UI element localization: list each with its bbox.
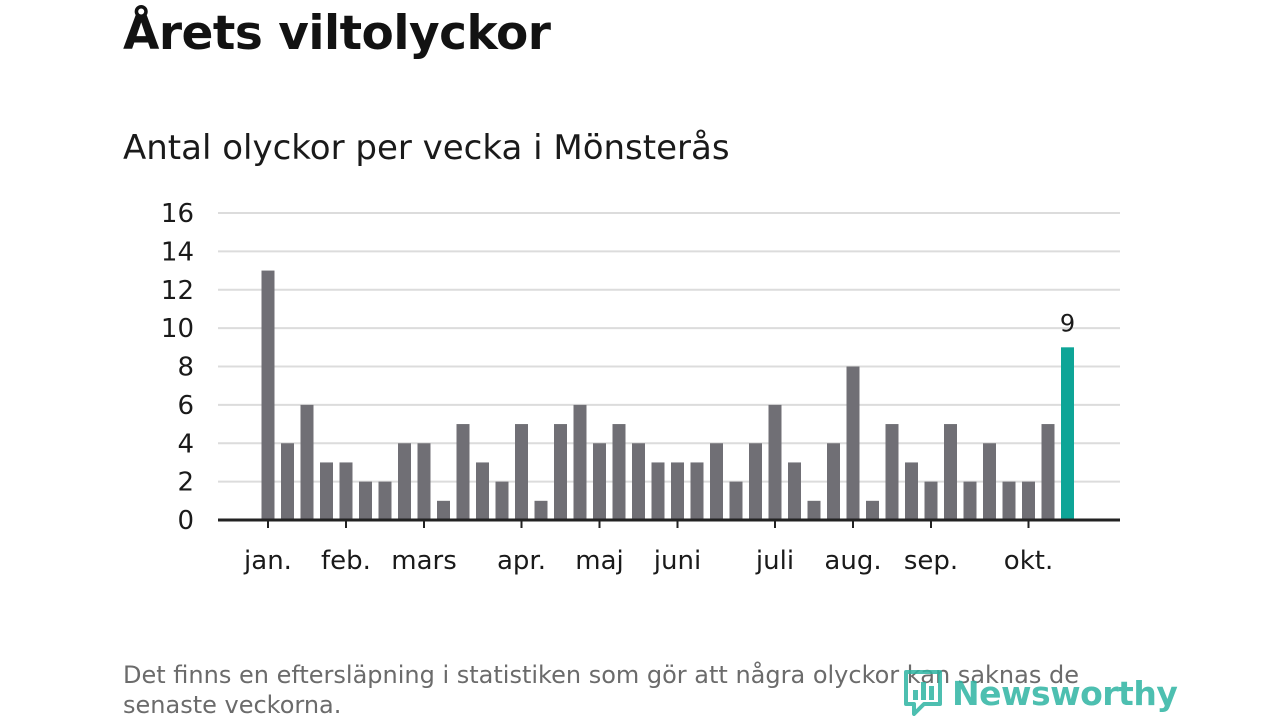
- bar: [963, 481, 977, 520]
- bar: [437, 500, 450, 520]
- bar: [612, 424, 626, 520]
- bar: [495, 481, 509, 520]
- annotations: 9: [1060, 309, 1075, 337]
- bar: [710, 443, 723, 520]
- bars: [261, 270, 1074, 520]
- bar-highlight: [1061, 347, 1074, 520]
- bar: [651, 462, 665, 520]
- y-tick-label: 0: [177, 506, 194, 536]
- bar: [417, 443, 431, 520]
- y-tick-label: 12: [161, 276, 194, 306]
- bar: [534, 500, 548, 520]
- x-axis-month-labels: jan. feb. mars apr. maj juni juli aug. sep. okt.: [243, 546, 1053, 576]
- x-tick-label: juli: [755, 546, 794, 576]
- bar: [729, 481, 743, 520]
- bar: [515, 424, 528, 520]
- bar: [788, 462, 801, 520]
- bar: [749, 443, 762, 520]
- y-tick-label: 16: [161, 199, 194, 229]
- chart-subtitle: Antal olyckor per vecka i Mönsterås: [123, 128, 730, 168]
- bar: [378, 481, 392, 520]
- bar: [768, 404, 782, 520]
- bar: [456, 424, 470, 520]
- bar: [924, 481, 938, 520]
- bar: [866, 500, 879, 520]
- bar: [1022, 481, 1035, 520]
- x-tick-label: mars: [391, 546, 457, 576]
- gridlines: [218, 212, 1120, 483]
- x-tick-label: apr.: [497, 546, 546, 576]
- chart-title: Årets viltolyckor: [123, 6, 551, 61]
- bar: [339, 462, 353, 520]
- x-tick-label: okt.: [1004, 546, 1053, 576]
- bar: [827, 443, 840, 520]
- x-tick-label: feb.: [321, 546, 371, 576]
- y-tick-label: 8: [177, 353, 194, 383]
- bar: [846, 366, 860, 520]
- bar: [300, 404, 314, 520]
- x-tick-label: jan.: [243, 546, 292, 576]
- bar: [632, 443, 645, 520]
- bar: [320, 462, 333, 520]
- x-axis: [218, 518, 1120, 528]
- y-tick-label: 2: [177, 468, 194, 498]
- bar: [554, 424, 567, 520]
- y-tick-label: 6: [177, 391, 194, 421]
- bar: [261, 270, 275, 520]
- bar: [983, 443, 996, 520]
- bar: [1002, 481, 1016, 520]
- bar: [944, 424, 957, 520]
- x-tick-label: aug.: [824, 546, 881, 576]
- y-axis-ticks: 0 2 4 6 8 10 12 14 16: [161, 199, 194, 536]
- bar: [573, 404, 587, 520]
- bar-chart: 0 2 4 6 8 10 12 14 16 jan. feb. mars apr. maj juni jul…: [161, 199, 1120, 576]
- bar: [671, 462, 684, 520]
- bar: [359, 481, 372, 520]
- data-label-highlight: 9: [1060, 309, 1075, 337]
- x-tick-label: juni: [653, 546, 701, 576]
- bar: [905, 462, 918, 520]
- brand-name: Newsworthy: [952, 673, 1178, 713]
- bar: [593, 443, 606, 520]
- brand-logo: Newsworthy: [902, 668, 1178, 718]
- x-tick-label: maj: [575, 546, 623, 576]
- y-tick-label: 4: [177, 429, 194, 459]
- newsworthy-logo-icon: [904, 670, 942, 716]
- bar: [1041, 424, 1055, 520]
- bar: [398, 443, 411, 520]
- bar: [281, 443, 294, 520]
- y-tick-label: 10: [161, 314, 194, 344]
- footnote: Det finns en eftersläpning i statistiken…: [123, 661, 1079, 719]
- bar: [885, 424, 899, 520]
- bar: [476, 462, 489, 520]
- bar: [807, 500, 821, 520]
- y-tick-label: 14: [161, 237, 194, 267]
- x-tick-label: sep.: [904, 546, 958, 576]
- bar: [690, 462, 704, 520]
